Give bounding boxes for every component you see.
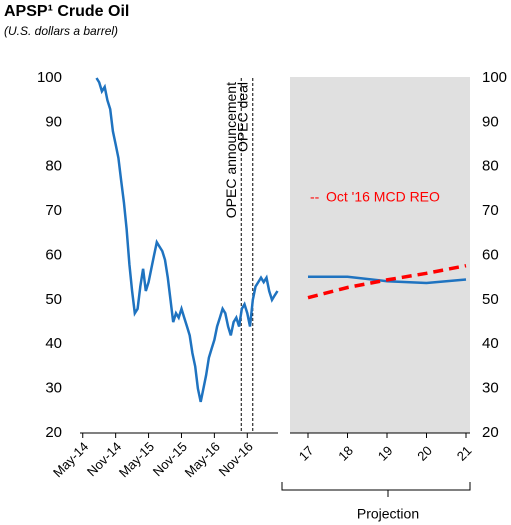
- x-tick-label: 19: [375, 443, 396, 464]
- annotation-label: OPEC announcement: [223, 82, 239, 218]
- x-tick-label: Nov-16: [216, 439, 256, 479]
- chart-title: APSP¹ Crude Oil: [4, 3, 129, 20]
- y-tick-label: 80: [45, 158, 62, 175]
- series-line: [95, 77, 279, 403]
- y-tick-label: 100: [37, 69, 62, 86]
- y-tick-label: 40: [45, 335, 62, 352]
- x-tick-label: 17: [296, 443, 317, 464]
- x-tick-label: 18: [335, 443, 356, 464]
- y-tick-label: 50: [45, 291, 62, 308]
- y2-tick-label: 80: [482, 158, 499, 175]
- x-tick-label: 20: [414, 443, 435, 464]
- y-tick-label: 90: [45, 113, 62, 130]
- y2-tick-label: 90: [482, 113, 499, 130]
- y2-tick-label: 40: [482, 335, 499, 352]
- y2-tick-label: 50: [482, 291, 499, 308]
- y2-tick-label: 30: [482, 380, 499, 397]
- projection-area: [290, 77, 470, 433]
- y2-tick-label: 60: [482, 246, 499, 263]
- y-tick-label: 60: [45, 246, 62, 263]
- y-tick-label: 70: [45, 202, 62, 219]
- y-tick-label: 20: [45, 424, 62, 441]
- y-tick-label: 30: [45, 380, 62, 397]
- legend-label: Oct '16 MCD REO: [326, 189, 440, 205]
- chart-subtitle: (U.S. dollars a barrel): [4, 24, 118, 38]
- y2-tick-label: 100: [482, 69, 507, 86]
- x-tick-label: May-14: [50, 439, 91, 480]
- y2-tick-label: 70: [482, 202, 499, 219]
- x-tick-label: May-16: [182, 439, 223, 480]
- legend-dash: --: [310, 189, 320, 205]
- series-line: [307, 263, 467, 300]
- x-tick-label: 21: [454, 443, 475, 464]
- annotation-label: OPEC deal: [234, 82, 250, 152]
- bracket-label: Projection: [357, 506, 419, 522]
- projection-bracket: [281, 482, 471, 497]
- x-tick-label: May-15: [116, 439, 157, 480]
- y2-tick-label: 20: [482, 424, 499, 441]
